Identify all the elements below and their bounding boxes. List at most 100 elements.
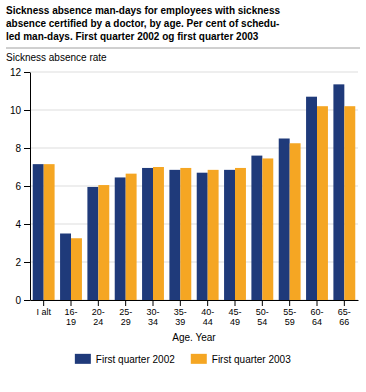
- x-tick-label: 55-59: [283, 307, 296, 326]
- title-line: led man-days. First quarter 2002 og firs…: [6, 31, 259, 42]
- bar: [126, 174, 137, 300]
- x-tick-label-line: I alt: [36, 307, 51, 317]
- x-tick-label: 60-64: [310, 307, 323, 326]
- x-tick-label-line: 54: [257, 317, 267, 327]
- grid-line: [30, 72, 358, 73]
- plot: 024681012I alt16-1920-2425-2930-3435-394…: [10, 67, 359, 327]
- bar: [115, 177, 126, 300]
- x-tick-label: 20-24: [92, 307, 105, 326]
- y-tick-label: 2: [15, 257, 21, 268]
- grid: [30, 72, 358, 300]
- y-tick: 4: [15, 219, 30, 230]
- y-tick-mark: [24, 186, 30, 187]
- bars: [33, 84, 356, 300]
- x-tick-mark: [71, 300, 72, 306]
- x-tick: 35-39: [174, 300, 187, 327]
- y-tick-mark: [24, 72, 30, 73]
- x-tick-label-line: 59: [285, 317, 295, 327]
- y-tick: 0: [15, 295, 30, 306]
- y-tick: 8: [15, 143, 30, 154]
- x-tick: I alt: [36, 300, 51, 317]
- y-tick: 2: [15, 257, 30, 268]
- x-tick: 40-44: [201, 300, 214, 327]
- x-tick-label: I alt: [36, 307, 51, 317]
- legend-swatch: [191, 354, 207, 364]
- bar: [142, 168, 153, 300]
- bar: [44, 164, 55, 300]
- y-tick: 12: [10, 67, 30, 78]
- x-tick-mark: [262, 300, 263, 306]
- x-tick-label-line: 24: [93, 317, 103, 327]
- y-tick-label: 4: [15, 219, 21, 230]
- bar: [153, 167, 164, 300]
- y-tick-mark: [24, 224, 30, 225]
- x-axis-title: Age. Year: [172, 332, 216, 343]
- x-tick-mark: [207, 300, 208, 306]
- y-tick-mark: [24, 148, 30, 149]
- bar: [208, 170, 219, 300]
- y-tick-label: 12: [10, 67, 22, 78]
- title-line: Sickness absence man-days for employees …: [6, 5, 280, 16]
- legend-swatch: [75, 354, 91, 364]
- x-tick: 25-29: [119, 300, 132, 327]
- y-tick-mark: [24, 262, 30, 263]
- bar: [344, 106, 355, 300]
- y-tick-label: 10: [10, 105, 22, 116]
- x-tick-label-line: 49: [230, 317, 240, 327]
- series: [44, 106, 356, 300]
- bar: [262, 158, 273, 300]
- x-tick-mark: [43, 300, 44, 306]
- bar: [224, 170, 235, 300]
- y-tick-label: 0: [15, 295, 21, 306]
- legend-item: First quarter 2003: [191, 354, 291, 365]
- bar: [279, 139, 290, 301]
- title: Sickness absence man-days for employees …: [6, 5, 280, 42]
- x-tick-label-line: 64: [312, 317, 322, 327]
- y-axis-line: [30, 73, 31, 301]
- bar: [197, 173, 208, 300]
- bar: [98, 185, 109, 300]
- x-tick-label-line: 66: [339, 317, 349, 327]
- y-tick-label: 6: [15, 181, 21, 192]
- x-tick-mark: [153, 300, 154, 306]
- bar: [290, 143, 301, 300]
- x-tick: 45-49: [228, 300, 241, 327]
- x-tick-label: 40-44: [201, 307, 214, 326]
- x-tick: 50-54: [256, 300, 269, 327]
- legend-label: First quarter 2002: [96, 354, 175, 365]
- x-tick-label: 35-39: [174, 307, 187, 326]
- x-tick: 16-19: [64, 300, 77, 327]
- x-tick-label: 16-19: [64, 307, 77, 326]
- x-axis-line: [31, 300, 359, 301]
- x-tick: 55-59: [283, 300, 296, 327]
- x-tick-mark: [289, 300, 290, 306]
- y-tick: 10: [10, 105, 30, 116]
- x-tick: 65-66: [338, 300, 351, 327]
- series: [33, 84, 345, 300]
- bar: [333, 84, 344, 300]
- x-tick-label-line: 34: [148, 317, 158, 327]
- x-tick-mark: [317, 300, 318, 306]
- y-tick-label: 8: [15, 143, 21, 154]
- x-tick-label-line: 29: [121, 317, 131, 327]
- legend-item: First quarter 2002: [75, 354, 175, 365]
- separator: [6, 48, 360, 49]
- legend: First quarter 2002 First quarter 2003: [75, 354, 291, 365]
- chart: Sickness absence man-days for employees …: [0, 0, 366, 392]
- bar: [235, 168, 246, 300]
- bar: [169, 170, 180, 300]
- bar: [306, 97, 317, 300]
- x-tick-mark: [344, 300, 345, 306]
- y-axis-title: Sickness absence rate: [6, 52, 107, 63]
- x-tick-label: 50-54: [256, 307, 269, 326]
- bar: [251, 156, 262, 300]
- x-tick-label: 30-34: [146, 307, 159, 326]
- x-tick: 60-64: [310, 300, 323, 327]
- x-tick-label-line: 39: [175, 317, 185, 327]
- x-tick: 20-24: [92, 300, 105, 327]
- x-tick-mark: [235, 300, 236, 306]
- x-tick-mark: [180, 300, 181, 306]
- bar: [87, 187, 98, 300]
- y-tick: 6: [15, 181, 30, 192]
- x-axis: I alt 16-19 20-24 25-29 30-34 35-39 40-44 45-49…: [31, 300, 359, 327]
